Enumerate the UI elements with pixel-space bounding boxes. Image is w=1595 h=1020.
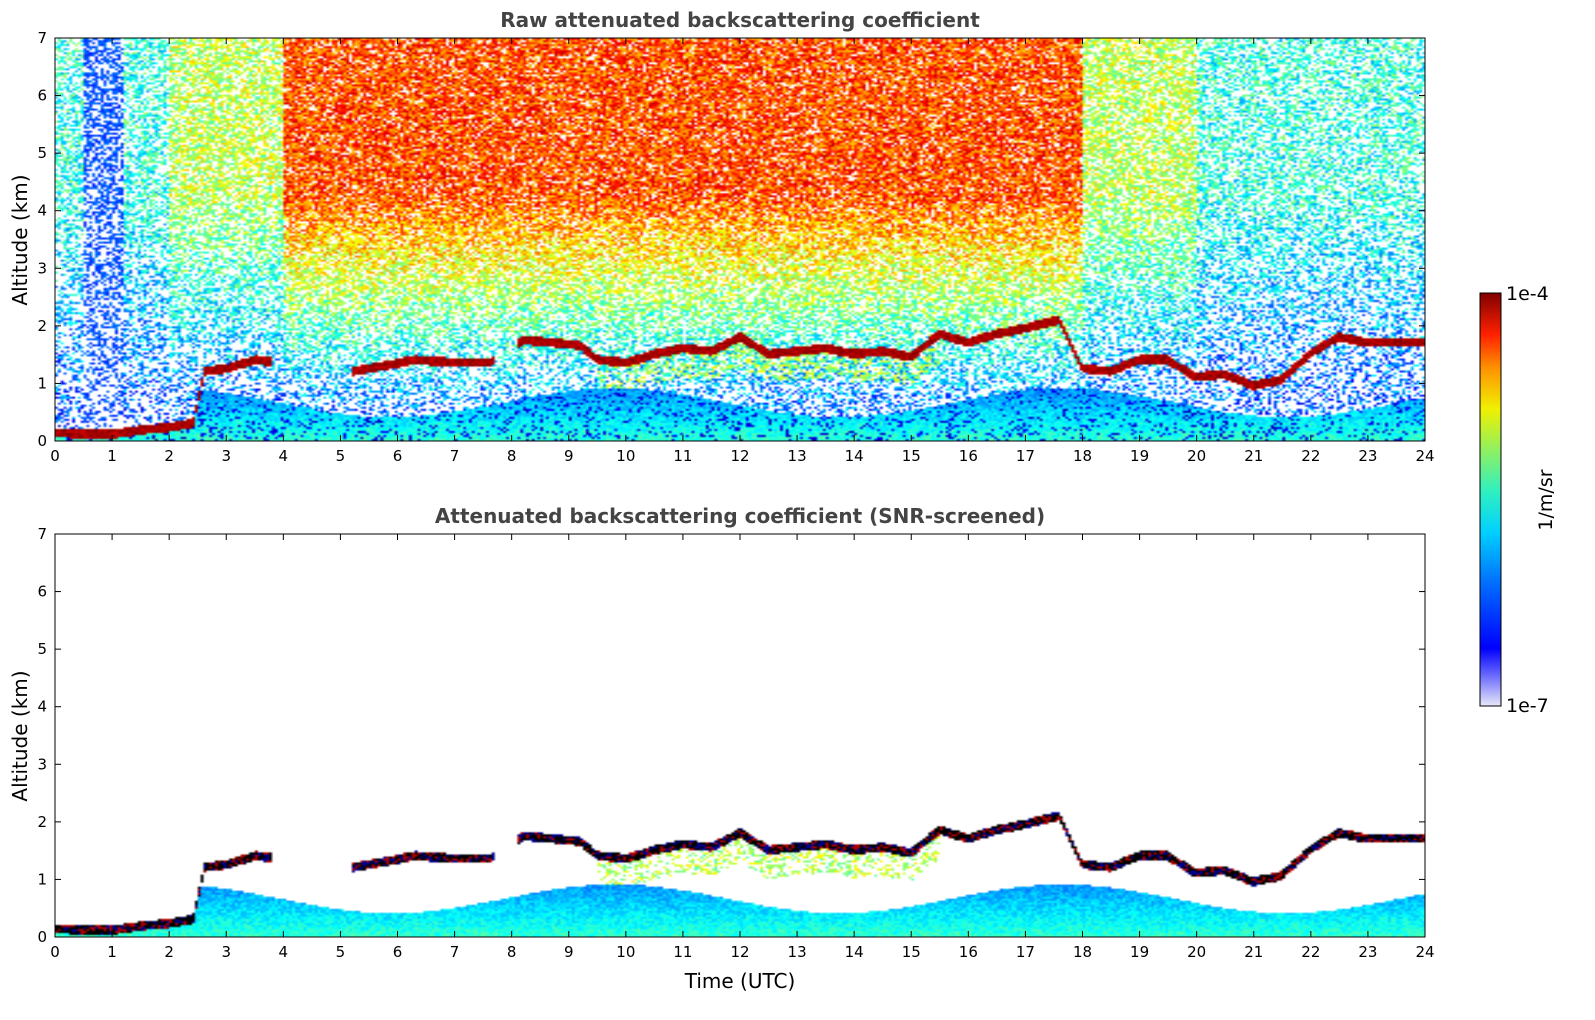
x-tick-label: 20 <box>1187 943 1206 961</box>
y-tick-label: 7 <box>37 525 47 543</box>
x-tick-label: 5 <box>336 943 346 961</box>
x-tick-label: 1 <box>107 943 117 961</box>
panel2-xlabel: Time (UTC) <box>684 969 796 993</box>
y-tick-label: 4 <box>37 698 47 716</box>
x-tick-label: 10 <box>616 447 635 465</box>
colorbar-title: 1/m/sr <box>1535 469 1557 530</box>
panel1-ylabel: Altitude (km) <box>8 174 32 305</box>
y-tick-label: 3 <box>37 755 47 773</box>
y-tick-label: 6 <box>37 583 47 601</box>
x-tick-label: 21 <box>1244 447 1263 465</box>
x-tick-label: 7 <box>450 943 460 961</box>
x-tick-label: 14 <box>845 943 864 961</box>
y-tick-label: 0 <box>37 432 47 450</box>
x-tick-label: 0 <box>50 447 60 465</box>
x-tick-label: 3 <box>221 943 231 961</box>
colorbar-min-label: 1e-7 <box>1506 695 1549 717</box>
x-tick-label: 3 <box>221 447 231 465</box>
x-tick-label: 16 <box>959 447 978 465</box>
x-tick-label: 0 <box>50 943 60 961</box>
colorbar: 1e-4 1e-7 1/m/sr <box>1479 283 1557 717</box>
x-tick-label: 14 <box>845 447 864 465</box>
y-tick-label: 5 <box>37 640 47 658</box>
x-tick-label: 6 <box>393 943 403 961</box>
y-tick-label: 0 <box>37 928 47 946</box>
x-tick-label: 1 <box>107 447 117 465</box>
panel1-heatmap <box>55 38 1425 441</box>
y-tick-label: 7 <box>37 29 47 47</box>
x-tick-label: 2 <box>164 447 174 465</box>
y-tick-label: 1 <box>37 870 47 888</box>
x-tick-label: 17 <box>1016 943 1035 961</box>
x-tick-label: 22 <box>1301 943 1320 961</box>
panel1-title: Raw attenuated backscattering coefficien… <box>500 8 980 32</box>
x-tick-label: 18 <box>1073 447 1092 465</box>
y-tick-label: 5 <box>37 144 47 162</box>
colorbar-max-label: 1e-4 <box>1506 283 1549 305</box>
panel2-title: Attenuated backscattering coefficient (S… <box>435 504 1045 528</box>
x-tick-label: 8 <box>507 447 517 465</box>
x-tick-label: 12 <box>730 943 749 961</box>
panel2-heatmap <box>55 534 1425 937</box>
panel2-plot-area <box>54 533 1426 938</box>
x-tick-label: 19 <box>1130 447 1149 465</box>
x-tick-label: 2 <box>164 943 174 961</box>
y-tick-label: 2 <box>37 813 47 831</box>
x-tick-label: 9 <box>564 447 574 465</box>
panel2-ylabel: Altitude (km) <box>8 670 32 801</box>
x-tick-label: 11 <box>673 943 692 961</box>
x-tick-label: 18 <box>1073 943 1092 961</box>
y-tick-label: 2 <box>37 317 47 335</box>
x-tick-label: 8 <box>507 943 517 961</box>
x-tick-label: 9 <box>564 943 574 961</box>
x-tick-label: 13 <box>788 447 807 465</box>
y-tick-label: 1 <box>37 374 47 392</box>
x-tick-label: 10 <box>616 943 635 961</box>
x-tick-label: 15 <box>902 447 921 465</box>
x-tick-label: 24 <box>1415 447 1434 465</box>
x-tick-label: 16 <box>959 943 978 961</box>
x-tick-label: 15 <box>902 943 921 961</box>
colorbar-gradient <box>1479 292 1502 707</box>
y-tick-label: 4 <box>37 202 47 220</box>
x-tick-label: 12 <box>730 447 749 465</box>
x-tick-label: 6 <box>393 447 403 465</box>
panel1-plot-area <box>54 37 1426 442</box>
panel2-ticks: 0 1 2 3 4 5 6 7 8 9 10 11 12 13 14 15 16 17 18 19 20 21 22 23 24… <box>37 525 1434 961</box>
x-tick-label: 4 <box>279 447 289 465</box>
x-tick-label: 11 <box>673 447 692 465</box>
x-tick-label: 7 <box>450 447 460 465</box>
x-tick-label: 20 <box>1187 447 1206 465</box>
x-tick-label: 4 <box>279 943 289 961</box>
x-tick-label: 24 <box>1415 943 1434 961</box>
x-tick-label: 23 <box>1358 943 1377 961</box>
x-tick-label: 22 <box>1301 447 1320 465</box>
y-tick-label: 3 <box>37 259 47 277</box>
x-tick-label: 21 <box>1244 943 1263 961</box>
x-tick-label: 5 <box>336 447 346 465</box>
y-tick-label: 6 <box>37 87 47 105</box>
x-tick-label: 23 <box>1358 447 1377 465</box>
panel1-ticks: 0 1 2 3 4 5 6 7 8 9 10 11 12 13 14 15 16 17 18 19 20 21 22 23 24… <box>37 29 1434 465</box>
x-tick-label: 17 <box>1016 447 1035 465</box>
x-tick-label: 19 <box>1130 943 1149 961</box>
x-tick-label: 13 <box>788 943 807 961</box>
